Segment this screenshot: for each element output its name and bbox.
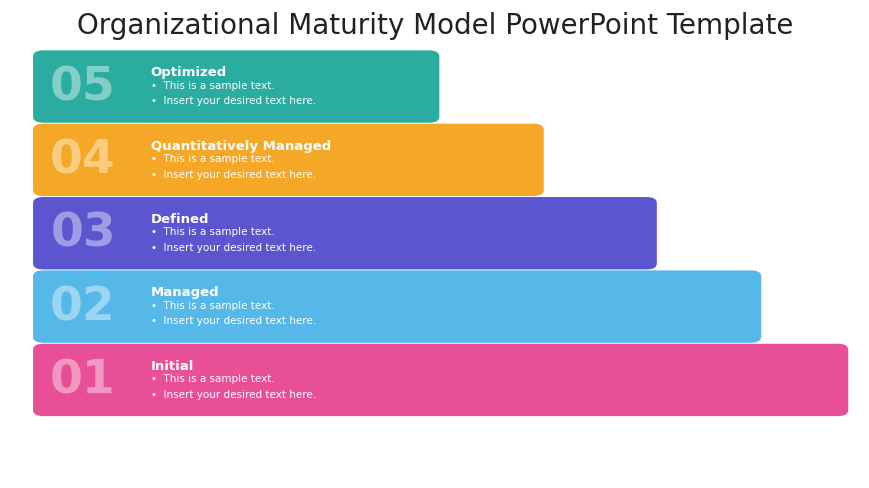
Text: •  Insert your desired text here.: • Insert your desired text here. [150, 243, 315, 252]
Text: •  Insert your desired text here.: • Insert your desired text here. [150, 169, 315, 179]
Text: 03: 03 [50, 211, 116, 256]
Text: •  Insert your desired text here.: • Insert your desired text here. [150, 96, 315, 106]
Text: •  Insert your desired text here.: • Insert your desired text here. [150, 316, 315, 325]
Text: •  This is a sample text.: • This is a sample text. [150, 154, 274, 163]
Text: Organizational Maturity Model PowerPoint Template: Organizational Maturity Model PowerPoint… [76, 12, 793, 40]
Text: Managed: Managed [150, 286, 219, 299]
Text: 02: 02 [50, 285, 116, 329]
Text: 05: 05 [50, 65, 116, 110]
FancyBboxPatch shape [33, 198, 656, 270]
Text: Initial: Initial [150, 359, 194, 372]
Text: •  This is a sample text.: • This is a sample text. [150, 300, 274, 310]
Text: •  This is a sample text.: • This is a sample text. [150, 227, 274, 237]
FancyBboxPatch shape [33, 124, 543, 197]
Text: Quantitatively Managed: Quantitatively Managed [150, 140, 330, 152]
Text: 04: 04 [50, 138, 116, 183]
Text: •  This is a sample text.: • This is a sample text. [150, 373, 274, 383]
Text: Optimized: Optimized [150, 66, 227, 79]
Text: 01: 01 [50, 358, 116, 403]
FancyBboxPatch shape [33, 51, 439, 123]
FancyBboxPatch shape [33, 271, 760, 343]
Text: Defined: Defined [150, 213, 209, 225]
Text: •  Insert your desired text here.: • Insert your desired text here. [150, 389, 315, 399]
Text: •  This is a sample text.: • This is a sample text. [150, 81, 274, 90]
FancyBboxPatch shape [33, 344, 847, 416]
